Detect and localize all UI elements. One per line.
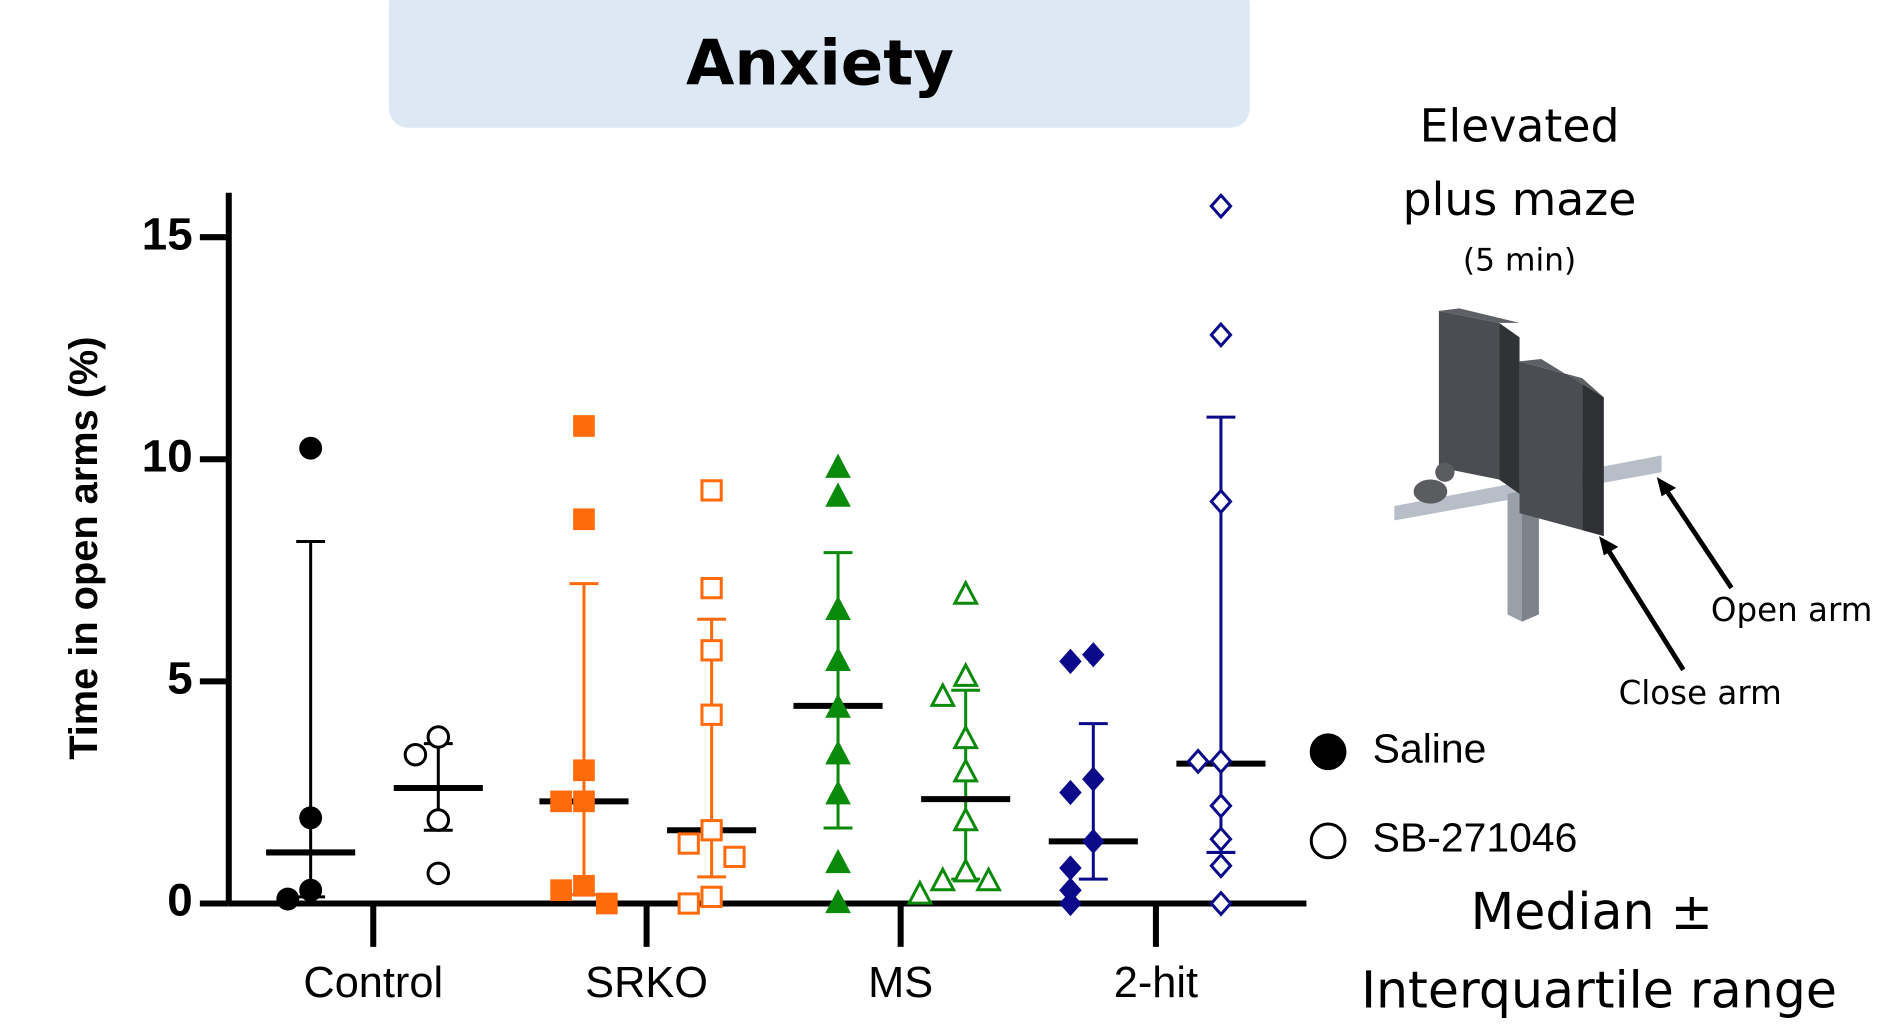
data-point [825, 888, 851, 914]
y-axis-label: Time in open arms (%) [62, 336, 106, 759]
data-point [1209, 488, 1233, 515]
data-point [1082, 642, 1105, 668]
data-point [1209, 748, 1233, 775]
data-point [825, 740, 851, 765]
data-point [1209, 192, 1233, 220]
data-point [952, 579, 980, 605]
data-point [929, 681, 957, 707]
data-point [1209, 792, 1233, 819]
inset-label: Close arm [1619, 674, 1782, 712]
data-point [1209, 890, 1233, 917]
data-point [1082, 766, 1105, 792]
data-point [723, 845, 746, 869]
y-tick-label: 0 [167, 875, 192, 926]
data-point [299, 806, 323, 830]
data-point [700, 819, 723, 842]
data-point [1082, 828, 1105, 854]
data-point [1059, 855, 1082, 881]
data-point [573, 790, 595, 813]
y-tick-label: 10 [142, 430, 193, 481]
data-point [573, 874, 595, 897]
legend-marker [1309, 733, 1347, 771]
data-point [276, 887, 300, 911]
data-point [700, 703, 723, 726]
data-point [550, 879, 572, 902]
x-tick-label: 2-hit [1114, 959, 1198, 1007]
inset-title: Elevated [1420, 99, 1620, 152]
annotation: Interquartile range [1361, 960, 1837, 1019]
y-tick-label: 15 [142, 208, 193, 259]
data-point [952, 857, 980, 883]
data-point [426, 861, 451, 886]
x-tick-label: SRKO [585, 959, 708, 1007]
data-point [426, 808, 451, 832]
data-point [677, 892, 700, 915]
data-point [952, 757, 980, 783]
title-box [388, 0, 1250, 128]
data-point [426, 725, 451, 749]
data-point [825, 453, 851, 478]
data-point [573, 508, 595, 531]
y-tick-label: 5 [167, 652, 192, 703]
data-point [929, 866, 957, 892]
data-point [1059, 648, 1082, 675]
inset-label: Open arm [1711, 591, 1872, 629]
data-point [975, 866, 1002, 892]
x-tick-label: MS [868, 959, 933, 1007]
data-point [952, 661, 980, 687]
data-point [299, 436, 323, 460]
data-point [573, 759, 595, 782]
data-point [700, 885, 723, 909]
inset-title: plus maze [1403, 173, 1637, 226]
data-point [825, 646, 851, 672]
data-point [700, 576, 723, 600]
data-point [1059, 779, 1082, 806]
data-point [825, 780, 851, 805]
data-point [677, 832, 700, 855]
data-point [952, 723, 980, 750]
data-point [403, 742, 428, 767]
legend-label: Saline [1373, 726, 1487, 772]
data-point [1209, 826, 1233, 853]
data-point [906, 879, 934, 905]
data-point [1209, 321, 1233, 349]
data-point [550, 790, 572, 813]
data-point [952, 806, 980, 832]
data-point [825, 595, 851, 620]
data-point [700, 479, 723, 502]
data-point [825, 848, 851, 874]
data-point [700, 639, 723, 662]
x-tick-label: Control [303, 959, 443, 1007]
maze-illustration [1394, 308, 1734, 672]
inset-subtitle: (5 min) [1463, 242, 1576, 278]
annotation: Median ± [1471, 882, 1713, 941]
legend-label: SB-271046 [1373, 815, 1578, 861]
data-point [299, 878, 323, 902]
chart-title: Anxiety [686, 27, 954, 100]
legend-marker [1309, 822, 1347, 860]
data-point [825, 693, 851, 718]
data-point [1059, 890, 1082, 917]
data-point [573, 415, 595, 437]
data-point [596, 892, 618, 915]
data-point [1209, 852, 1233, 879]
data-point [1186, 748, 1210, 775]
data-point [825, 482, 851, 507]
